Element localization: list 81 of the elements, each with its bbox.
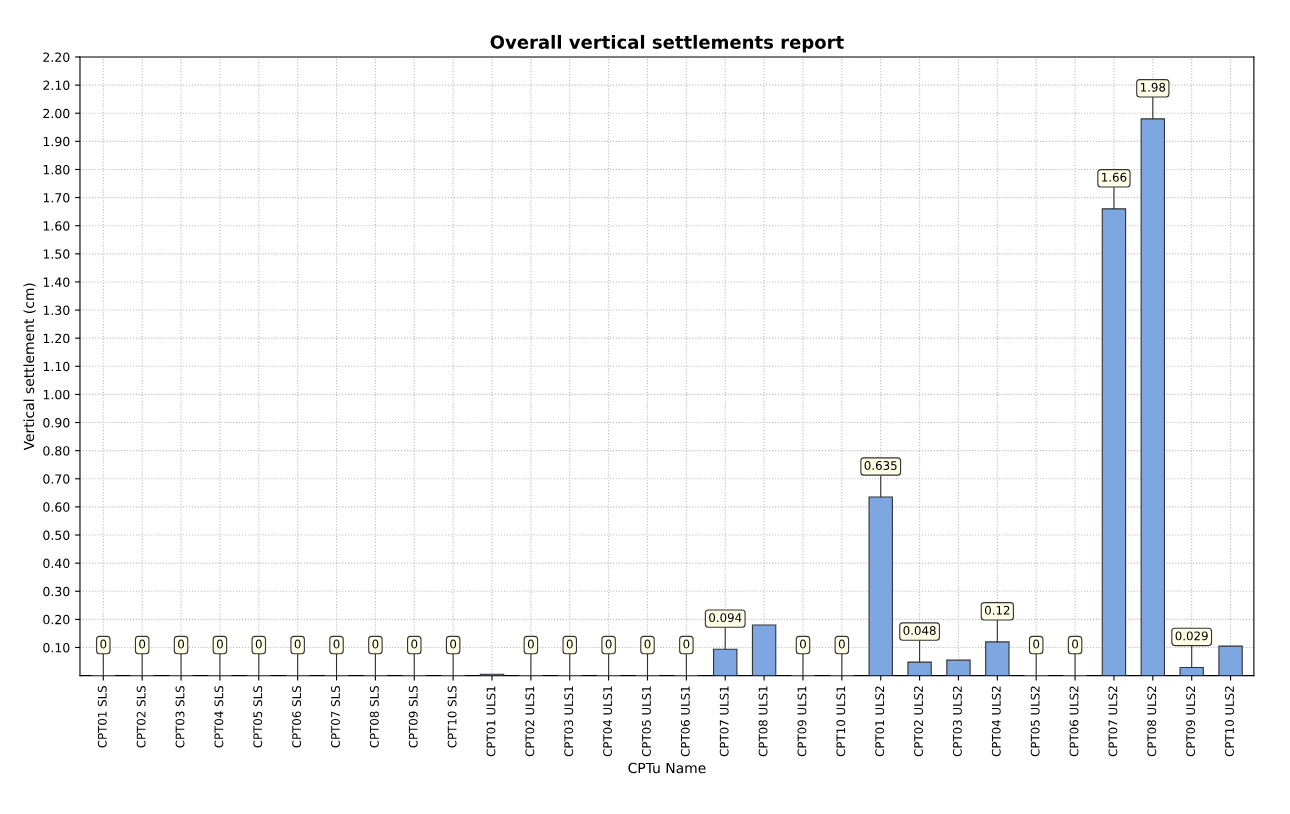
x-tick-label: CPT10 ULS1 — [836, 686, 846, 757]
x-tick-label: CPT06 ULS1 — [680, 686, 690, 757]
x-tick-label: CPT01 ULS2 — [875, 686, 885, 757]
x-tick-label: CPT09 ULS2 — [1186, 686, 1196, 757]
data-label: 0 — [1072, 639, 1079, 649]
y-tick-label: 0.20 — [43, 614, 70, 625]
x-tick-label: CPT06 ULS2 — [1069, 686, 1079, 757]
data-label: 0 — [683, 639, 690, 649]
data-label: 0 — [566, 639, 573, 649]
data-label: 0 — [372, 639, 379, 649]
x-tick-label: CPT01 ULS1 — [486, 686, 496, 757]
chart-title: Overall vertical settlements report — [490, 34, 844, 53]
data-label: 0 — [644, 639, 651, 649]
x-tick-label: CPT08 ULS1 — [758, 686, 768, 757]
y-tick-label: 1.70 — [43, 193, 70, 203]
data-label: 0.029 — [1175, 631, 1208, 641]
data-label: 0 — [527, 639, 534, 649]
y-tick-label: 1.20 — [43, 333, 70, 344]
x-tick-label: CPT08 ULS2 — [1147, 686, 1157, 757]
x-tick-label: CPT04 SLS — [214, 686, 224, 748]
data-label: 0 — [294, 639, 301, 649]
y-tick-label: 1.60 — [43, 221, 70, 231]
data-label: 0 — [411, 639, 418, 649]
data-label: 0 — [605, 639, 612, 649]
y-tick-label: 0.50 — [43, 530, 70, 540]
x-tick-label: CPT04 ULS2 — [991, 686, 1001, 757]
x-tick-label: CPT02 ULS2 — [914, 686, 924, 757]
data-label: 0 — [1033, 639, 1040, 649]
y-tick-label: 0.60 — [43, 502, 70, 512]
x-tick-label: CPT07 ULS1 — [719, 686, 729, 757]
x-tick-label: CPT03 SLS — [175, 686, 185, 748]
x-tick-label: CPT09 SLS — [408, 686, 418, 748]
y-tick-label: 1.80 — [43, 164, 70, 175]
x-tick-label: CPT05 ULS2 — [1030, 686, 1040, 757]
y-tick-label: 0.30 — [43, 586, 70, 597]
y-tick-label: 0.10 — [43, 642, 70, 653]
x-tick-label: CPT03 ULS2 — [952, 686, 962, 757]
x-axis-title: CPTu Name — [628, 762, 706, 774]
x-tick-label: CPT03 ULS1 — [564, 686, 574, 757]
x-tick-label: CPT07 SLS — [331, 686, 340, 748]
x-tick-label: CPT01 SLS — [97, 686, 107, 748]
data-label: 0 — [800, 639, 806, 649]
x-tick-label: CPT09 ULS1 — [797, 686, 807, 757]
data-label: 0.635 — [864, 461, 897, 470]
data-label: 0 — [139, 639, 146, 649]
y-tick-label: 2.10 — [43, 80, 70, 91]
y-tick-label: 2.20 — [43, 52, 70, 62]
x-tick-label: CPT10 ULS2 — [1225, 686, 1234, 757]
x-tick-label: CPT08 SLS — [369, 686, 379, 748]
data-label: 0 — [450, 639, 457, 649]
x-tick-label: CPT05 SLS — [253, 686, 263, 748]
y-tick-label: 0.80 — [43, 446, 70, 456]
y-tick-label: 1.30 — [43, 305, 70, 315]
y-tick-label: 2.00 — [43, 108, 70, 119]
y-tick-label: 0.90 — [43, 418, 70, 428]
data-label: 0.094 — [709, 613, 742, 623]
x-tick-label: CPT06 SLS — [292, 686, 302, 748]
y-tick-label: 0.40 — [43, 558, 70, 569]
x-tick-label: CPT04 ULS1 — [603, 686, 613, 757]
y-tick-label: 1.40 — [43, 277, 70, 287]
y-axis-title: Vertical settlement (cm) — [23, 283, 36, 451]
x-tick-label: CPT07 ULS2 — [1108, 686, 1118, 757]
y-tick-label: 1.50 — [43, 249, 70, 259]
x-tick-label: CPT05 ULS1 — [641, 686, 651, 757]
data-label: 1.98 — [1140, 82, 1166, 92]
x-tick-label: CPT10 SLS — [447, 686, 457, 748]
data-label: 0 — [255, 639, 262, 649]
y-tick-label: 1.00 — [43, 389, 70, 400]
data-label: 0 — [333, 639, 340, 649]
y-tick-label: 1.90 — [43, 136, 70, 147]
data-label: 0 — [216, 639, 223, 649]
data-label: 0 — [838, 639, 845, 649]
x-tick-label: CPT02 ULS1 — [525, 686, 535, 757]
y-tick-label: 1.10 — [43, 361, 70, 372]
data-label: 1.66 — [1102, 172, 1127, 182]
data-label: 0.048 — [903, 626, 936, 635]
data-label: 0 — [178, 639, 185, 649]
y-tick-label: 0.70 — [43, 474, 70, 484]
data-label: 0 — [100, 639, 107, 649]
x-tick-label: CPT02 SLS — [136, 686, 146, 748]
data-label: 0.12 — [984, 605, 1010, 615]
